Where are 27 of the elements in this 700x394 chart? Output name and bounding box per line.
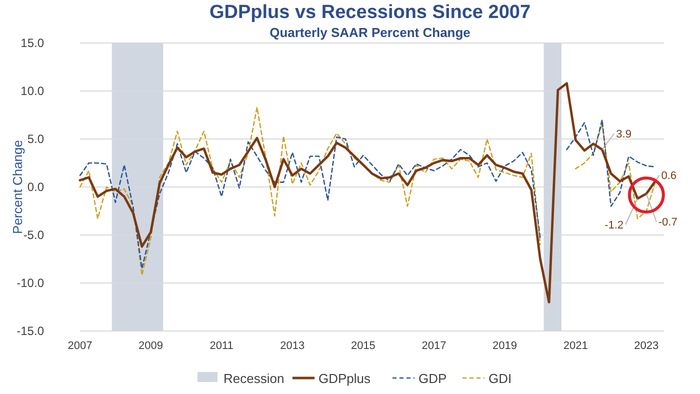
- x-tick-label: 2007: [68, 340, 92, 352]
- annotation: -0.7: [658, 216, 678, 229]
- x-tick-label: 2021: [563, 340, 588, 352]
- y-tick-label: -15.0: [16, 324, 44, 338]
- annotation: 0.6: [661, 170, 677, 182]
- x-tick-label: 2009: [138, 340, 164, 352]
- y-tick-label: 10.0: [20, 84, 44, 98]
- x-tick-label: 2017: [422, 340, 446, 352]
- legend-label: GDPplus: [318, 371, 372, 386]
- legend-label: GDP: [418, 371, 447, 386]
- y-tick-label: -5.0: [23, 228, 44, 242]
- x-tick-label: 2023: [634, 340, 659, 352]
- annotation: 3.9: [616, 128, 632, 141]
- legend-label: Recession: [224, 371, 284, 386]
- chart-subtitle: Quarterly SAAR Percent Change: [270, 25, 470, 40]
- x-tick-label: 2015: [350, 340, 376, 352]
- chart-title: GDPplus vs Recessions Since 2007: [209, 2, 531, 23]
- y-tick-label: -10.0: [16, 276, 44, 290]
- annotation: -1.2: [604, 220, 624, 232]
- y-axis-title: Percent Change: [10, 140, 25, 234]
- x-tick-label: 2019: [492, 340, 518, 352]
- x-tick-label: 2013: [280, 340, 305, 352]
- y-tick-label: 15.0: [20, 36, 44, 50]
- y-tick-label: 5.0: [27, 132, 44, 146]
- y-tick-label: 0.0: [27, 180, 44, 194]
- legend-label: GDI: [488, 371, 512, 386]
- x-tick-label: 2011: [210, 340, 234, 352]
